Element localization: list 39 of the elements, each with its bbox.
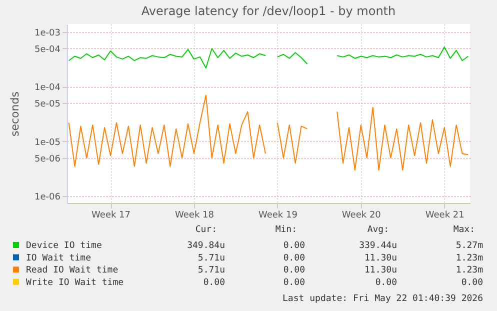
- text: 0.00: [203, 278, 225, 288]
- text: 5.27m: [456, 241, 483, 251]
- legend-label: Read IO Wait time: [26, 266, 118, 276]
- text: 1.23m: [456, 266, 483, 276]
- text: Min:: [275, 225, 297, 235]
- x-tick-label: Week 20: [342, 210, 382, 220]
- y-tick-label: 5e-05: [34, 100, 60, 110]
- text: 339.44u: [359, 241, 397, 251]
- x-tick-label: Week 18: [174, 210, 214, 220]
- text: Max:: [453, 225, 475, 235]
- x-tick-label: Week 17: [92, 210, 131, 220]
- text: 0.00: [283, 266, 305, 276]
- legend-label: IO Wait time: [26, 253, 92, 264]
- y-tick-label: 1e-04: [34, 83, 61, 94]
- text: 11.30u: [364, 253, 397, 264]
- legend-label: Write IO Wait time: [26, 278, 124, 288]
- text: 11.30u: [364, 266, 397, 276]
- text: Avg:: [367, 225, 389, 235]
- y-tick-label: 1e-03: [34, 28, 60, 38]
- legend-label: Device IO time: [26, 241, 102, 251]
- y-tick-label: 1e-05: [34, 138, 60, 148]
- x-tick-label: Week 19: [258, 210, 298, 220]
- text: 0.00: [283, 253, 305, 264]
- y-tick-label: 5e-06: [34, 154, 61, 164]
- chart-title: Average latency for /dev/loop1 - by month: [141, 4, 396, 18]
- text: 0.00: [283, 278, 305, 288]
- text: 0.00: [461, 278, 483, 288]
- text: 349.84u: [187, 241, 225, 251]
- text: Last update: Fri May 22 01:40:39 2026: [282, 294, 483, 304]
- text: 1.23m: [456, 253, 483, 264]
- x-tick-label: Week 21: [425, 210, 464, 220]
- text: 5.71u: [198, 253, 225, 264]
- text: 0.00: [283, 241, 305, 251]
- text: 0.00: [375, 278, 397, 288]
- y-axis-title: seconds: [8, 91, 22, 136]
- text: 5.71u: [198, 266, 225, 276]
- y-tick-label: 5e-04: [34, 44, 61, 55]
- text: Cur:: [195, 225, 217, 235]
- y-tick-label: 1e-06: [34, 192, 61, 203]
